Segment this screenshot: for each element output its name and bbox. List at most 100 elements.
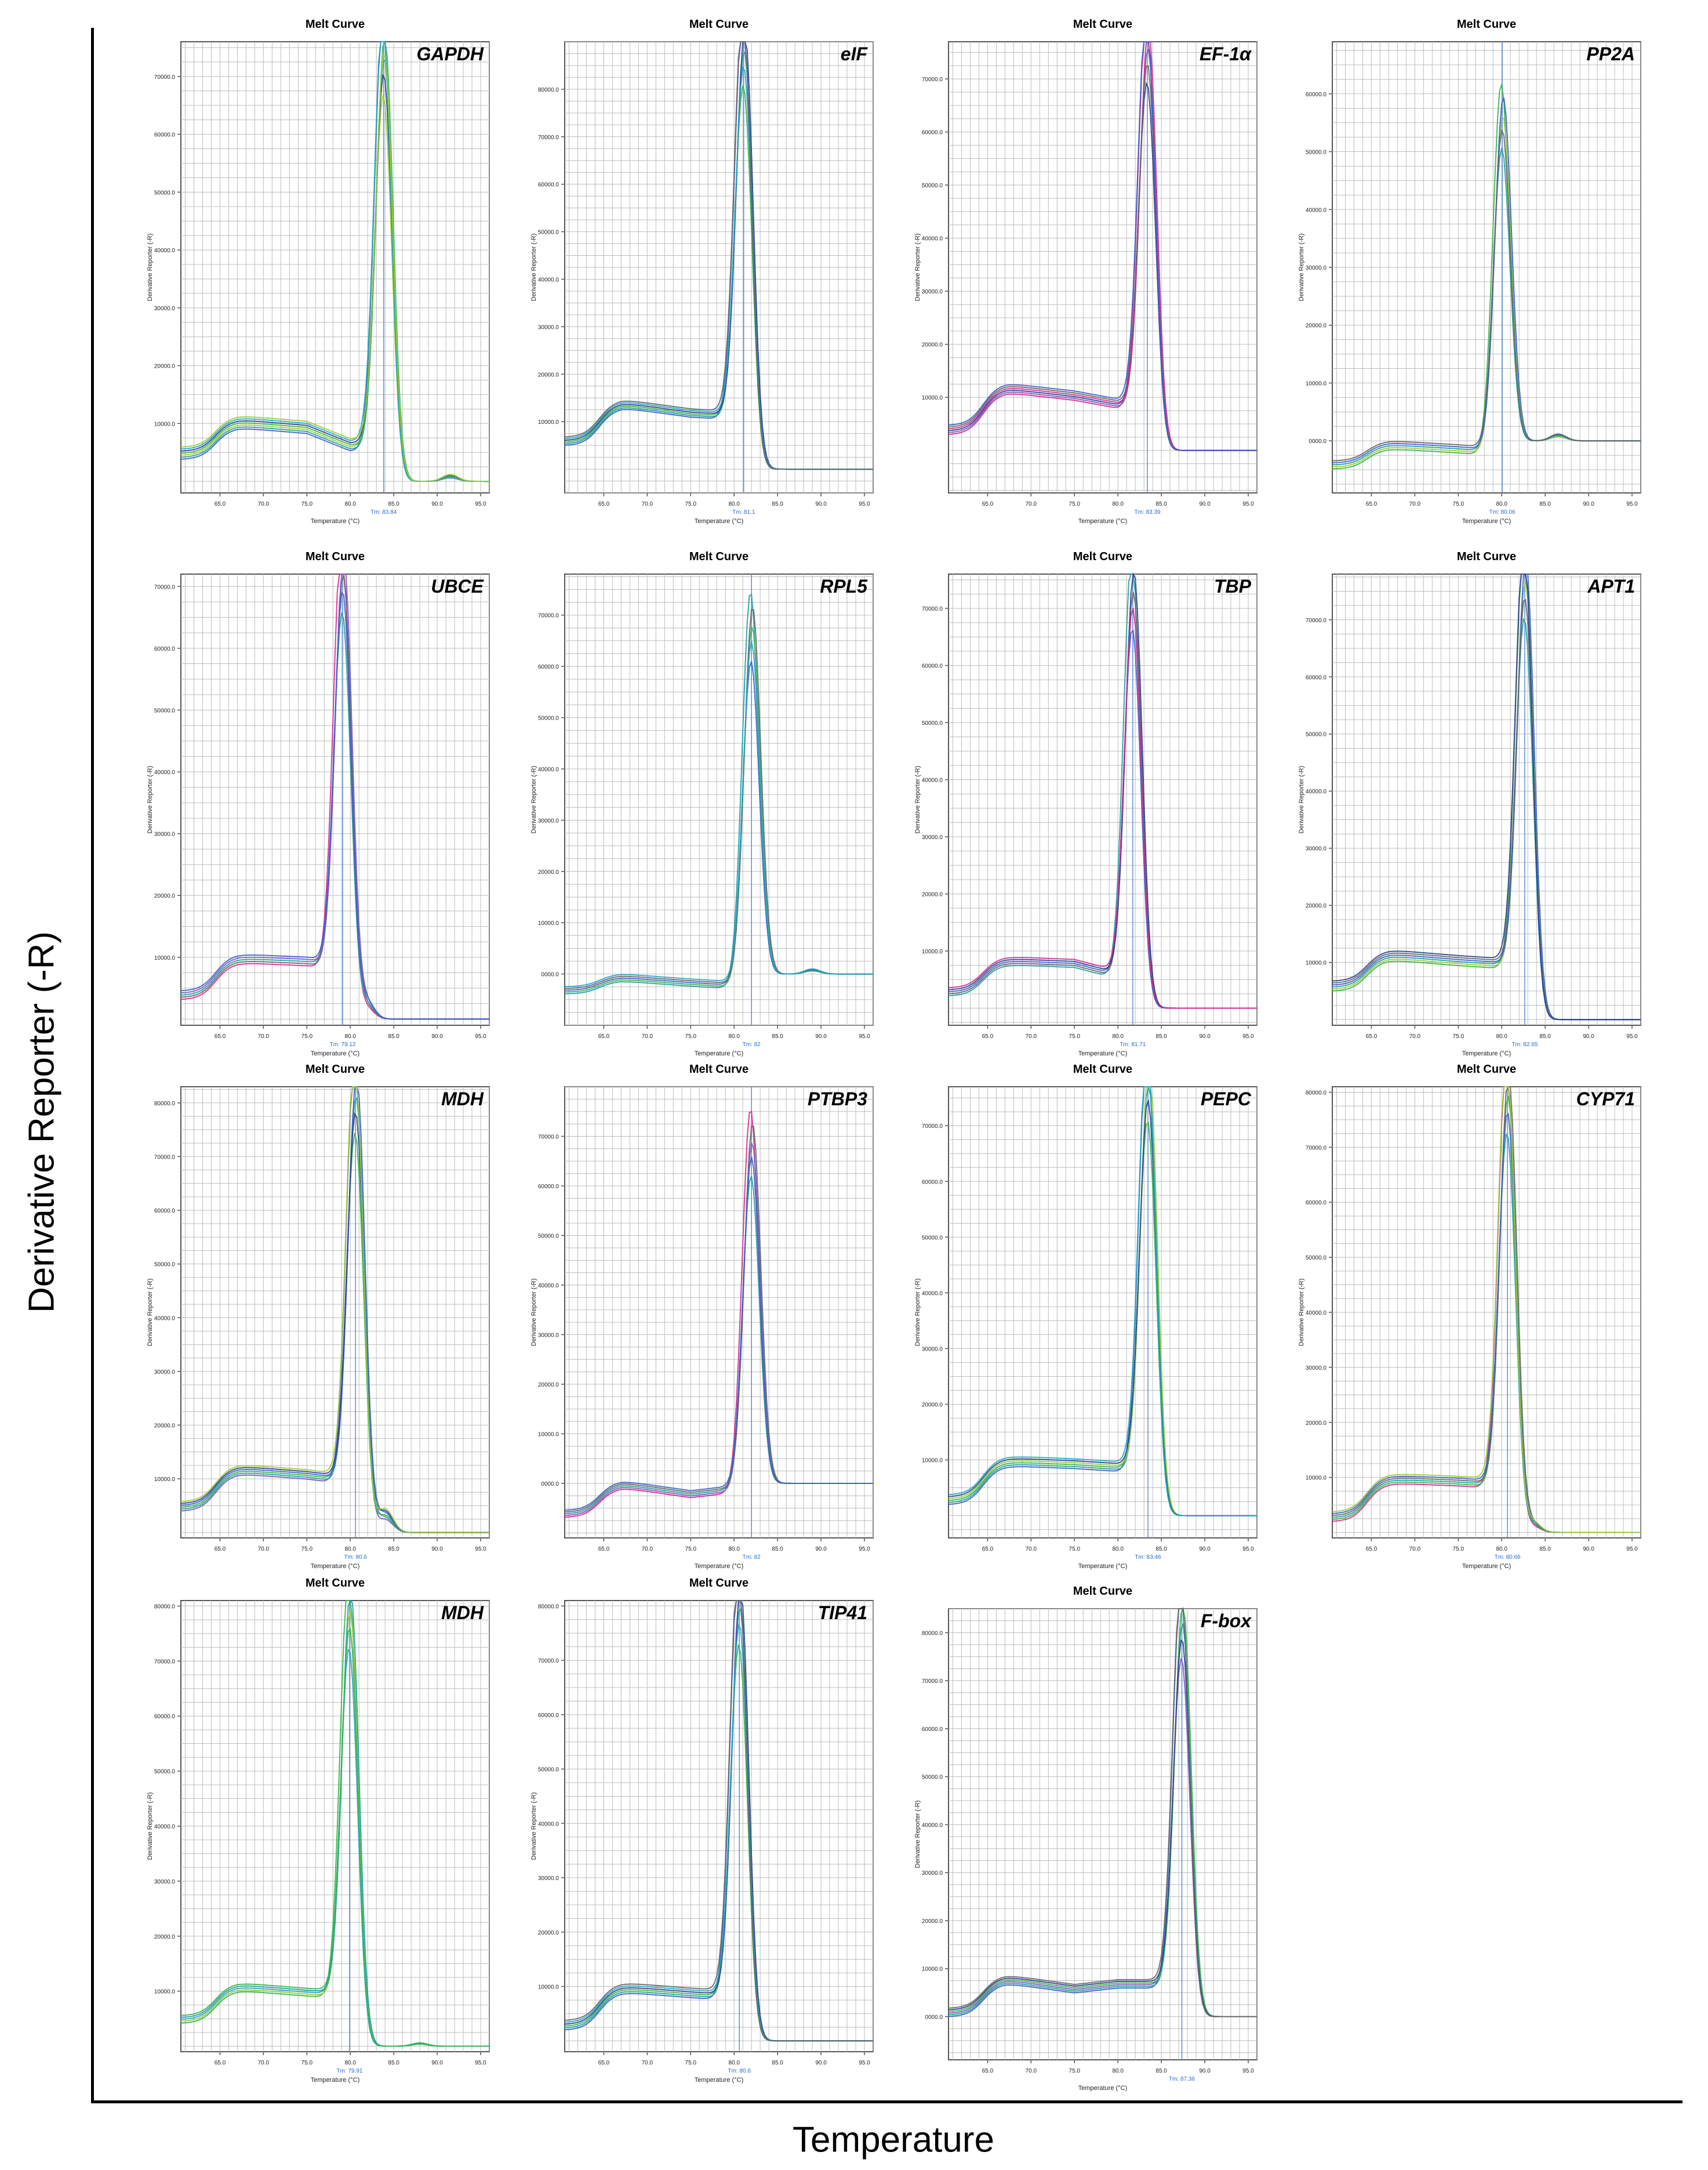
x-tick-label: 95.0 [475, 2060, 486, 2066]
chart-title: Melt Curve [306, 1063, 365, 1076]
y-tick-label: 10000.0 [538, 419, 559, 426]
y-axis-label: Derivative Reporter (-R) [147, 766, 154, 834]
y-tick-label: 30000.0 [1306, 1365, 1327, 1371]
series-group [948, 41, 1257, 451]
overall-y-axis-line [91, 28, 94, 2103]
series-group [564, 1111, 873, 1518]
y-tick-label: 60000.0 [922, 1726, 943, 1733]
x-tick-label: 75.0 [685, 1033, 697, 1040]
melt-curve-line [1332, 574, 1641, 1021]
y-tick-label: 70000.0 [538, 1134, 559, 1140]
gene-label: PP2A [1586, 43, 1635, 64]
y-tick-label: 40000.0 [922, 1290, 943, 1297]
y-tick-label: 70000.0 [538, 135, 559, 141]
gene-label: EF-1α [1200, 43, 1252, 64]
melt-curve-panel: Melt Curve CYP71 10000.0 20000.0 30000.0 4000… [1298, 1063, 1641, 1570]
y-tick-label: 20000.0 [922, 891, 943, 898]
melt-curve-line [948, 1608, 1257, 2017]
x-tick-label: 95.0 [1626, 1546, 1638, 1552]
x-axis-label: Temperature (°C) [1078, 1050, 1127, 1057]
x-tick-label: 70.0 [1409, 1546, 1421, 1552]
y-axis-label: Derivative Reporter (-R) [1298, 234, 1305, 302]
x-tick-label: 75.0 [1069, 1033, 1081, 1040]
y-tick-label: 50000.0 [538, 230, 559, 236]
chart-title: Melt Curve [689, 1063, 748, 1076]
melt-curve-line [948, 1086, 1257, 1516]
y-tick-label: 70000.0 [1306, 618, 1327, 624]
grid [949, 42, 1258, 493]
y-tick-label: 40000.0 [1306, 207, 1327, 213]
chart-title: Melt Curve [1073, 550, 1132, 563]
melt-curve-panel: Melt Curve GAPDH 10000.0 20000.0 30000.0 4000… [147, 18, 490, 525]
y-tick-label: 40000.0 [154, 770, 176, 776]
x-tick-label: 80.0 [1112, 2068, 1124, 2074]
tm-label: Tm: 81.1 [732, 509, 755, 516]
x-tick-label: 65.0 [598, 1033, 610, 1040]
x-tick-label: 95.0 [859, 2060, 870, 2066]
x-axis-label: Temperature (°C) [1078, 518, 1127, 525]
gene-label: CYP71 [1576, 1088, 1635, 1109]
tm-label: Tm: 82 [743, 1554, 761, 1561]
x-tick-label: 85.0 [388, 501, 399, 507]
chart-title: Melt Curve [1073, 18, 1132, 31]
plot-area [948, 1608, 1258, 2060]
x-tick-label: 75.0 [1453, 1546, 1464, 1552]
gene-label: APT1 [1587, 576, 1635, 597]
melt-curve-panel: Melt Curve UBCE 10000.0 20000.0 30000.0 40000… [147, 550, 490, 1057]
y-tick-label: 10000.0 [922, 949, 943, 955]
grid [949, 1608, 1258, 2060]
y-tick-label: 50000.0 [1306, 1255, 1327, 1261]
y-tick-label: 60000.0 [538, 182, 559, 188]
x-tick-label: 80.0 [344, 2060, 356, 2066]
y-tick-label: 80000.0 [538, 87, 559, 93]
y-tick-label: 70000.0 [154, 1659, 176, 1665]
x-axis-label: Temperature (°C) [695, 1050, 743, 1057]
tm-label: Tm: 80.66 [1495, 1554, 1521, 1561]
grid [1332, 1087, 1641, 1538]
x-axis-label: Temperature (°C) [1078, 2085, 1127, 2092]
y-tick-label: 30000.0 [538, 1332, 559, 1338]
x-tick-label: 90.0 [1199, 1033, 1211, 1040]
melt-curve-line [180, 55, 489, 482]
y-tick-label: 10000.0 [154, 1476, 176, 1483]
chart-title: Melt Curve [689, 18, 748, 31]
y-tick-label: 30000.0 [922, 834, 943, 841]
x-tick-label: 70.0 [258, 1033, 270, 1040]
x-tick-label: 95.0 [475, 501, 486, 507]
chart-title: Melt Curve [689, 550, 748, 563]
y-tick-label: 40000.0 [1306, 1310, 1327, 1316]
y-tick-label: 10000.0 [538, 1431, 559, 1438]
plot-area [180, 1086, 490, 1538]
y-tick-label: 80000.0 [1306, 1090, 1327, 1096]
x-tick-label: 65.0 [982, 501, 994, 507]
plot-area [564, 1600, 874, 2052]
y-tick-label: 50000.0 [1306, 150, 1327, 156]
x-tick-label: 75.0 [301, 1033, 313, 1040]
x-tick-label: 65.0 [215, 1546, 226, 1552]
x-tick-label: 65.0 [1366, 1546, 1378, 1552]
x-axis-label: Temperature (°C) [311, 518, 359, 525]
chart-title: Melt Curve [1073, 1585, 1132, 1598]
y-tick-label: 60000.0 [154, 646, 176, 652]
y-axis-label: Derivative Reporter (-R) [1298, 766, 1305, 834]
melt-curve-line [180, 1086, 489, 1533]
y-tick-label: 40000.0 [922, 236, 943, 242]
melt-curve-line [180, 1628, 489, 2047]
x-tick-label: 70.0 [1409, 1033, 1421, 1040]
plot-area [564, 574, 874, 1026]
y-tick-label: 50000.0 [154, 1769, 176, 1775]
x-axis-label: Temperature (°C) [1462, 1563, 1511, 1570]
x-axis-label: Temperature (°C) [311, 1050, 359, 1057]
chart-title: Melt Curve [306, 1577, 365, 1590]
gene-label: PEPC [1201, 1088, 1252, 1109]
x-axis-label: Temperature (°C) [1462, 1050, 1511, 1057]
plot-area [948, 41, 1258, 493]
gene-label: PTBP3 [808, 1088, 867, 1109]
x-axis-label: Temperature (°C) [695, 518, 743, 525]
y-tick-label: 80000.0 [538, 1603, 559, 1610]
x-tick-label: 95.0 [859, 501, 870, 507]
y-tick-label: 70000.0 [922, 1678, 943, 1685]
y-tick-label: 50000.0 [154, 1262, 176, 1268]
y-tick-label: 40000.0 [538, 1283, 559, 1289]
tm-label: Tm: 80.6 [728, 2068, 751, 2074]
